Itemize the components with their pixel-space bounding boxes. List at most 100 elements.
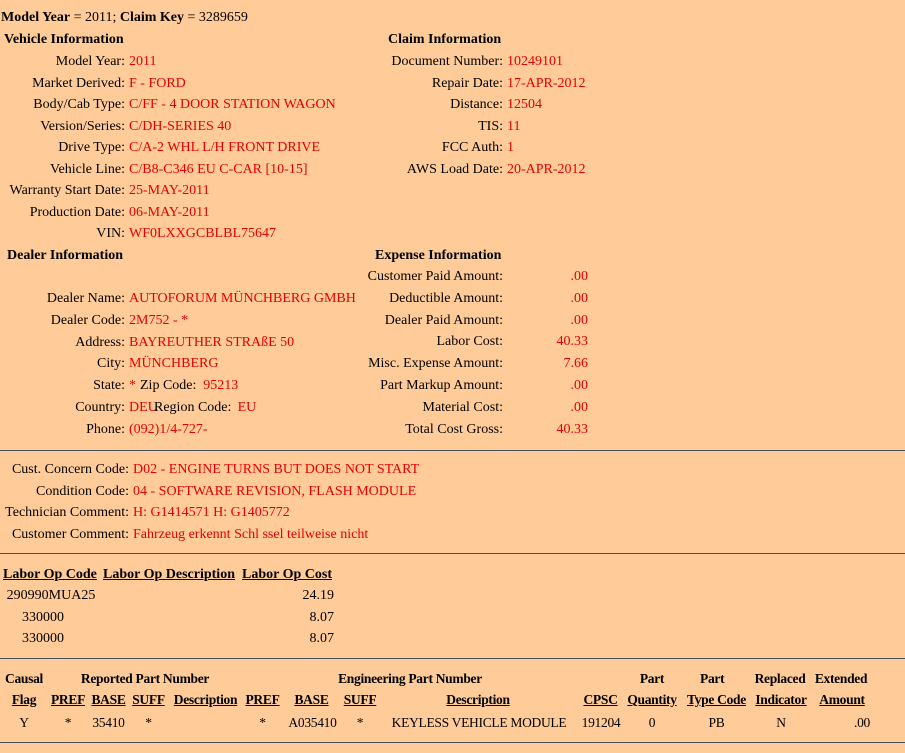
parts-column-header: Amount [819,692,865,707]
expense-field-value: .00 [570,312,589,328]
expense-field-label: Customer Paid Amount: [367,269,503,284]
dealer-field-label: Phone: [86,421,125,437]
concern-field-value: Fahrzeug erkennt Schl ssel teilweise nic… [133,526,369,542]
vehicle-field-value: 25-MAY-2011 [129,183,210,198]
model-year-value: 2011 [84,10,113,25]
dealer-field-value: BAYREUTHER STRAßE 50 [129,334,295,350]
parts-group-header: Part [700,671,725,686]
expense-field-label: Total Cost Gross: [405,421,503,437]
vehicle-field-label: Body/Cab Type: [33,97,125,112]
labor-header-description: Labor Op Description [103,567,235,582]
vehicle-field-value: WF0LXXGCBLBL75647 [129,226,276,241]
dealer-heading: Dealer Information [7,248,123,263]
concern-field-label: Cust. Concern Code: [11,462,129,477]
concern-field-value: H: G1414571 H: G1405772 [133,505,290,521]
parts-column-header: SUFF [343,692,377,707]
dealer-extra-label: Zip Code: [140,378,197,394]
expense-heading: Expense Information [375,248,502,263]
vehicle-field-label: Production Date: [29,204,125,220]
claim-key-value: 3289659 [198,10,248,25]
labor-op-cost: 8.07 [309,609,335,625]
parts-column-header: Indicator [755,692,807,707]
expense-field-value: 40.33 [556,421,589,437]
dealer-field-value: MÜNCHBERG [129,356,219,372]
claim-field-label: AWS Load Date: [406,161,503,177]
parts-column-header: Flag [11,692,37,707]
vehicle-field-value: C/FF - 4 DOOR STATION WAGON [129,97,336,112]
claim-field-value: 12504 [507,97,542,112]
parts-group-header: Engineering Part Number [338,671,482,686]
vehicle-field-label: Version/Series: [40,118,125,134]
concern-field-value: D02 - ENGINE TURNS BUT DOES NOT START [133,462,420,477]
dealer-field-label: State: [93,378,125,394]
claim-field-label: FCC Auth: [441,140,503,155]
vehicle-field-label: Model Year: [55,54,125,69]
dealer-field-label: City: [96,356,125,372]
expense-field-label: Misc. Expense Amount: [368,356,503,372]
vehicle-field-label: Vehicle Line: [49,161,125,177]
vehicle-field-label: Drive Type: [58,140,125,155]
parts-column-header: BASE [91,692,126,707]
concern-field-label: Technician Comment: [5,505,129,521]
model-year-label: Model Year [1,10,71,25]
parts-column-header: PREF [245,692,280,707]
parts-cell: A035410 [288,715,337,730]
parts-cell: * [64,715,72,730]
parts-column-header: Type Code [687,692,746,707]
dealer-field-label: Dealer Code: [50,312,125,328]
dealer-field-value: * [129,378,136,394]
parts-cell: * [145,715,152,730]
claim-field-value: 1 [507,140,514,155]
vehicle-field-label: Warranty Start Date: [9,183,126,198]
claim-field-value: 17-APR-2012 [507,75,586,91]
labor-op-code: 290990MUA25 [6,588,96,603]
dealer-field-value: 2M752 - * [129,312,189,328]
vehicle-field-value: C/A-2 WHL L/H FRONT DRIVE [129,140,321,155]
divider [0,658,905,659]
parts-column-header: Quantity [627,692,677,707]
expense-field-label: Dealer Paid Amount: [384,312,503,328]
page-title: Model Year = 2011; Claim Key = 3289659 [1,10,248,25]
labor-op-code: 330000 [22,631,64,646]
parts-cell: 191204 [581,715,621,730]
claim-field-label: Repair Date: [431,75,503,91]
expense-field-value: 7.66 [563,356,589,372]
dealer-field-label: Country: [75,400,125,415]
parts-column-header: Description [173,692,238,707]
claim-key-label: Claim Key [119,10,185,25]
parts-cell: N [776,715,786,730]
parts-group-header: Causal [5,671,43,686]
dealer-field-label: Dealer Name: [46,291,125,306]
dealer-field-label: Address: [75,334,125,350]
dealer-field-value: DEU [129,400,158,415]
concern-field-value: 04 - SOFTWARE REVISION, FLASH MODULE [133,483,417,499]
divider [0,553,905,554]
expense-field-value: .00 [570,290,589,306]
parts-cell: Y [19,715,29,730]
parts-column-header: CPSC [583,692,618,707]
concern-field-label: Customer Comment: [11,526,129,542]
vehicle-field-value: C/B8-C346 EU C-CAR [10-15] [129,161,308,177]
vehicle-field-value: C/DH-SERIES 40 [129,118,232,134]
claim-field-label: TIS: [478,118,503,134]
expense-field-label: Deductible Amount: [389,290,503,306]
parts-cell: * [259,715,266,730]
parts-group-header: Part [639,671,665,686]
dealer-field-value: (092)1/4-727- [129,421,208,437]
expense-field-value: 40.33 [556,334,589,350]
vehicle-field-value: 2011 [129,54,157,69]
dealer-extra-label: Region Code: [154,400,232,415]
dealer-extra-value: 95213 [203,378,239,394]
parts-cell: 0 [648,715,656,730]
labor-header-cost: Labor Op Cost [242,567,332,582]
expense-field-value: .00 [570,378,589,393]
parts-group-header: Replaced [754,671,806,686]
vehicle-field-value: 06-MAY-2011 [129,204,210,220]
claim-field-label: Document Number: [391,54,503,69]
expense-field-value: .00 [570,269,589,284]
expense-field-label: Labor Cost: [436,334,504,350]
claim-field-value: 10249101 [507,54,563,69]
parts-column-header: BASE [294,692,329,707]
expense-field-label: Material Cost: [422,399,504,415]
